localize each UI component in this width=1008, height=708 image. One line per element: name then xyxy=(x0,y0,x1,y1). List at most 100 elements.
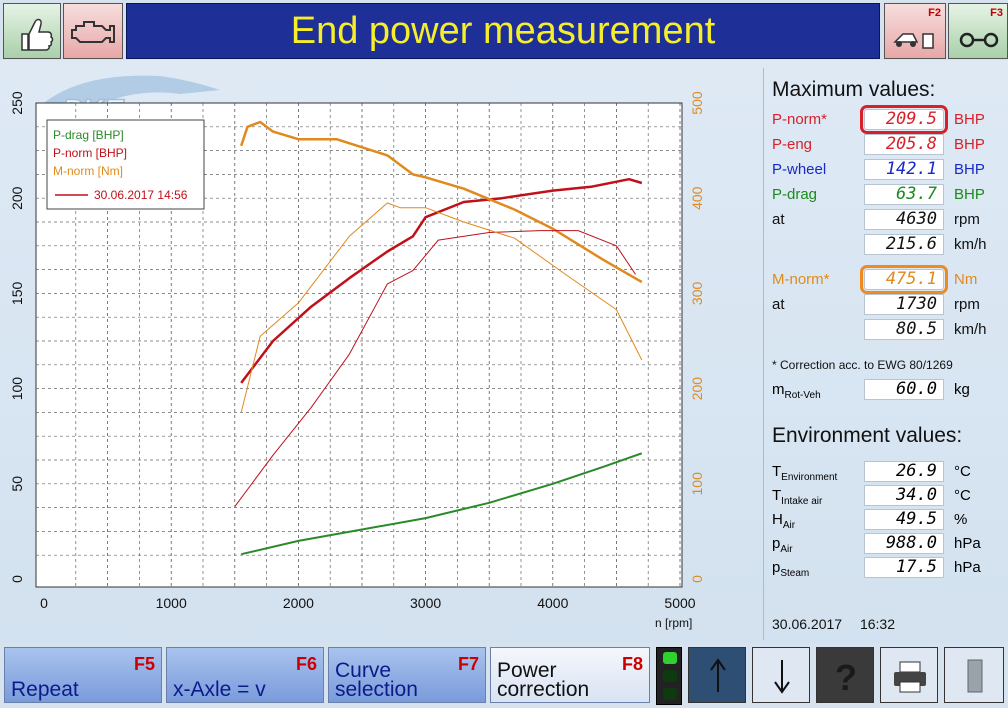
current-datetime: 30.06.2017 16:32 xyxy=(772,616,909,632)
legend: P-drag [BHP] P-norm [BHP] M-norm [Nm] 30… xyxy=(46,119,205,210)
printer-icon xyxy=(894,661,926,693)
max-value-row: P-drag 63.7 BHP xyxy=(764,183,1008,207)
status-light-green xyxy=(663,652,677,664)
header: End power measurement F2 F3 xyxy=(0,0,1008,60)
legend-entry-m-norm: M-norm [Nm] xyxy=(53,164,123,178)
help-button[interactable]: ? xyxy=(816,647,874,703)
current-time: 16:32 xyxy=(859,616,896,632)
max-value-label: P-drag xyxy=(772,186,818,203)
status-light-middle xyxy=(663,670,677,682)
x-tick-label: 2000 xyxy=(283,595,314,611)
current-date: 30.06.2017 xyxy=(772,616,843,632)
m-rot-unit: kg xyxy=(954,381,970,398)
max-value-unit: BHP xyxy=(954,136,985,153)
scroll-up-button[interactable] xyxy=(688,647,746,703)
x-tick-label: 4000 xyxy=(537,595,568,611)
y-left-tick-label: 50 xyxy=(9,476,25,492)
f2-button[interactable]: F2 xyxy=(884,3,946,59)
f6-key: F6 xyxy=(295,654,317,674)
f3-key-label: F3 xyxy=(990,7,1003,19)
max-value-unit: BHP xyxy=(954,186,985,203)
max-value-row: P-wheel 142.1 BHP xyxy=(764,158,1008,182)
y-right-tick-label: 300 xyxy=(689,282,705,306)
environment-unit: °C xyxy=(954,487,971,504)
max-values-title: Maximum values: xyxy=(772,78,936,101)
max-value-row: M-norm* 475.1 Nm xyxy=(764,265,1008,294)
f2-key-label: F2 xyxy=(928,7,941,19)
max-value-unit: km/h xyxy=(954,321,987,338)
y-left-tick-label: 100 xyxy=(9,377,25,401)
max-value-row: P-eng 205.8 BHP xyxy=(764,133,1008,157)
repeat-button[interactable]: Repeat F5 xyxy=(4,647,162,703)
x-axis-label: n [rpm] xyxy=(655,616,692,630)
y-right-tick-label: 100 xyxy=(689,472,705,496)
legend-box xyxy=(46,119,205,210)
exit-icon xyxy=(967,659,983,693)
max-value-row: 215.6 km/h xyxy=(764,233,1008,257)
axes: 0 1000 2000 3000 4000 5000 0 50 100 150 200 250 0 100… xyxy=(9,91,705,611)
curve-selection-button[interactable]: Curve selection F7 xyxy=(328,647,486,703)
legend-run-label: 30.06.2017 14:56 xyxy=(94,188,188,202)
arrow-down-icon xyxy=(774,660,790,694)
environment-label: pAir xyxy=(772,535,793,555)
f3-button[interactable]: F3 xyxy=(948,3,1008,59)
correction-footnote: * Correction acc. to EWG 80/1269 xyxy=(772,358,953,372)
max-value-unit: Nm xyxy=(954,271,978,288)
max-value-label: P-wheel xyxy=(772,161,827,178)
environment-row: HAir 49.5% xyxy=(764,508,1008,532)
environment-value: 49.5 xyxy=(864,509,944,530)
x-tick-label: 0 xyxy=(40,595,48,611)
f8-key: F8 xyxy=(621,654,643,674)
svg-text:?: ? xyxy=(835,657,857,698)
y-left-tick-label: 0 xyxy=(9,575,25,583)
exit-button[interactable] xyxy=(944,647,1004,703)
max-value-display: 209.5 xyxy=(860,105,948,134)
max-value-display: 1730 xyxy=(864,294,944,315)
y-left-tick-label: 250 xyxy=(9,91,25,115)
status-light-bottom xyxy=(663,688,677,700)
environment-unit: % xyxy=(954,511,968,528)
max-value-row: at 1730 rpm xyxy=(764,293,1008,317)
power-chart: PKE 010002000300040005000050100150200250… xyxy=(9,75,705,630)
max-value-label: at xyxy=(772,211,785,228)
environment-row: TIntake air 34.0 °C xyxy=(764,484,1008,508)
help-icon: ? xyxy=(835,657,857,698)
m-rot-row: mRot-Veh 60.0 kg xyxy=(764,378,1008,402)
arrow-up-icon xyxy=(710,658,726,692)
y-right-tick-label: 200 xyxy=(689,377,705,401)
series-line-1 xyxy=(240,177,643,384)
max-value-display: 205.8 xyxy=(864,134,944,155)
series-line-2 xyxy=(240,120,643,284)
environment-value: 34.0 xyxy=(864,485,944,506)
environment-title: Environment values: xyxy=(772,424,963,447)
legend-entry-p-drag: P-drag [BHP] xyxy=(53,128,124,142)
environment-row: pAir 988.0 hPa xyxy=(764,532,1008,556)
environment-value: 26.9 xyxy=(864,461,944,482)
environment-unit: hPa xyxy=(954,535,981,552)
max-value-row: at 4630 rpm xyxy=(764,208,1008,232)
x-tick-label: 5000 xyxy=(664,595,695,611)
max-value-display: 475.1 xyxy=(860,265,948,294)
m-rot-label: mRot-Veh xyxy=(772,381,821,401)
title-bar: End power measurement xyxy=(126,3,880,59)
thumbs-up-button[interactable] xyxy=(3,3,61,59)
print-button[interactable] xyxy=(880,647,938,703)
status-light xyxy=(656,647,682,705)
x-axle-button[interactable]: x-Axle = v F6 xyxy=(166,647,324,703)
series-layer xyxy=(234,120,643,556)
power-correction-button[interactable]: Power correction F8 xyxy=(490,647,650,703)
environment-label: TEnvironment xyxy=(772,463,838,483)
dyno-icon xyxy=(893,33,934,49)
repeat-label: Repeat xyxy=(11,678,79,701)
engine-button[interactable] xyxy=(63,3,123,59)
m-rot-value: 60.0 xyxy=(864,379,944,400)
scroll-down-button[interactable] xyxy=(752,647,810,703)
max-value-display: 4630 xyxy=(864,209,944,230)
y-right-tick-label: 0 xyxy=(689,575,705,583)
max-value-unit: BHP xyxy=(954,111,985,128)
max-value-label: P-norm* xyxy=(772,111,828,128)
curve-selection-label: Curve selection xyxy=(335,659,418,701)
max-value-row: P-norm* 209.5 BHP xyxy=(764,105,1008,134)
max-value-unit: BHP xyxy=(954,161,985,178)
y-right-tick-label: 400 xyxy=(689,186,705,210)
